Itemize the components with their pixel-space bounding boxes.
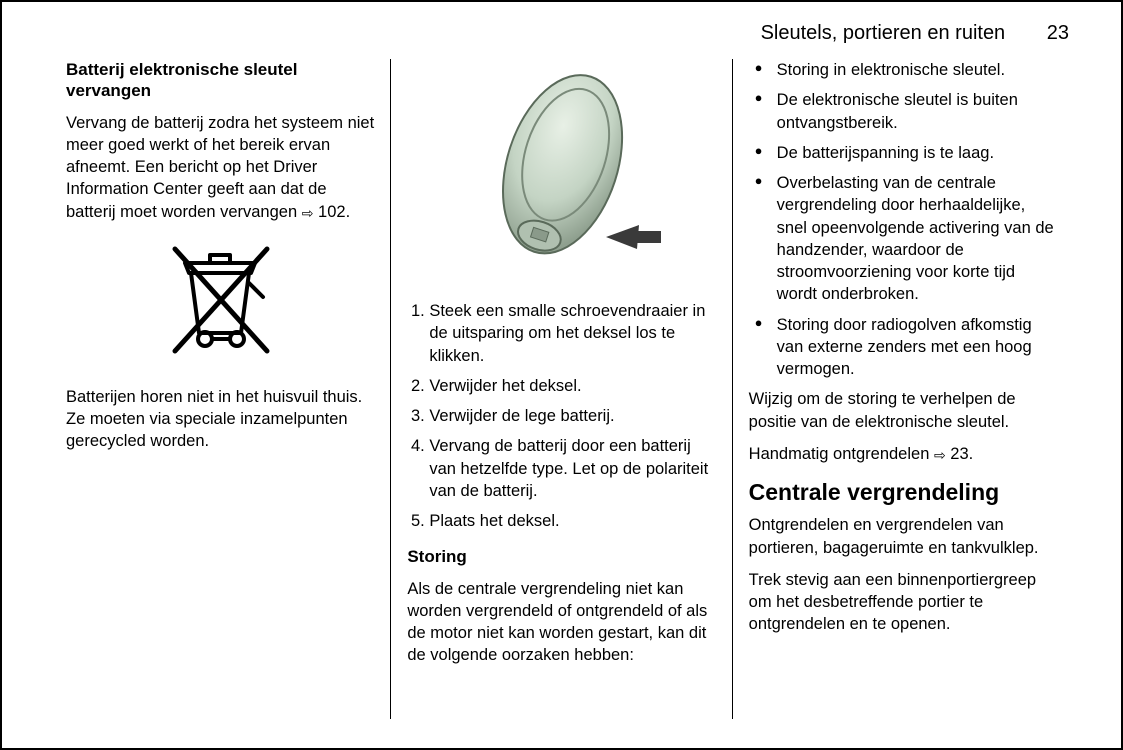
- col3-paragraph-4: Trek stevig aan een binnenportier­greep …: [749, 569, 1057, 636]
- col1-heading: Batterij elektronische sleutel vervangen: [66, 59, 374, 102]
- column-2: Steek een smalle schroeven­draaier in de…: [390, 59, 731, 719]
- fault-intro: Als de centrale vergrendeling niet kan w…: [407, 578, 715, 667]
- manual-page: Sleutels, portieren en ruiten 23 Batteri…: [0, 0, 1123, 750]
- step-2: Verwijder het deksel.: [429, 375, 715, 397]
- step-3: Verwijder de lege batterij.: [429, 405, 715, 427]
- replacement-steps: Steek een smalle schroeven­draaier in de…: [407, 300, 715, 532]
- ref-number: 102.: [318, 203, 350, 221]
- col3-after-1: Wijzig om de storing te verhelpen de pos…: [749, 388, 1057, 433]
- cause-1: Storing in elektronische sleutel.: [749, 59, 1057, 81]
- column-1: Batterij elektronische sleutel vervangen…: [50, 59, 390, 719]
- fault-heading: Storing: [407, 546, 715, 567]
- cause-2: De elektronische sleutel is buiten ontva…: [749, 89, 1057, 134]
- ref-number-2: 23.: [950, 445, 973, 463]
- fault-causes-list: Storing in elektronische sleutel. De ele…: [749, 59, 1057, 380]
- page-reference-2: ⇨ 23.: [934, 445, 973, 463]
- central-locking-heading: Centrale vergrendeling: [749, 479, 1057, 506]
- cause-4: Overbelasting van de centrale vergrendel…: [749, 172, 1057, 306]
- reference-arrow-icon: ⇨: [934, 446, 946, 465]
- crossed-bin-icon: [155, 235, 285, 365]
- col1-paragraph-2: Batterijen horen niet in het huisvuil th…: [66, 386, 374, 453]
- no-trash-figure: [66, 235, 374, 370]
- col3-after-2: Handmatig ontgrendelen ⇨ 23.: [749, 443, 1057, 465]
- cause-3: De batterijspanning is te laag.: [749, 142, 1057, 164]
- step-1: Steek een smalle schroeven­draaier in de…: [429, 300, 715, 367]
- key-fob-figure: [407, 59, 715, 284]
- page-number: 23: [1047, 22, 1069, 44]
- page-reference: ⇨ 102.: [302, 203, 350, 221]
- cause-5: Storing door radiogolven afkom­stig van …: [749, 314, 1057, 381]
- key-fob-icon: [441, 59, 681, 279]
- step-5: Plaats het deksel.: [429, 510, 715, 532]
- page-header: Sleutels, portieren en ruiten 23: [50, 22, 1073, 45]
- step-4: Vervang de batterij door een batterij va…: [429, 435, 715, 502]
- col3-paragraph-3: Ontgrendelen en vergrendelen van portier…: [749, 514, 1057, 559]
- col1-paragraph-1: Vervang de batterij zodra het systeem ni…: [66, 112, 374, 223]
- column-3: Storing in elektronische sleutel. De ele…: [732, 59, 1073, 719]
- reference-arrow-icon: ⇨: [302, 204, 314, 223]
- columns: Batterij elektronische sleutel vervangen…: [50, 59, 1073, 719]
- col3-after2-text: Handmatig ontgrendelen: [749, 445, 934, 463]
- section-title: Sleutels, portieren en ruiten: [761, 22, 1006, 44]
